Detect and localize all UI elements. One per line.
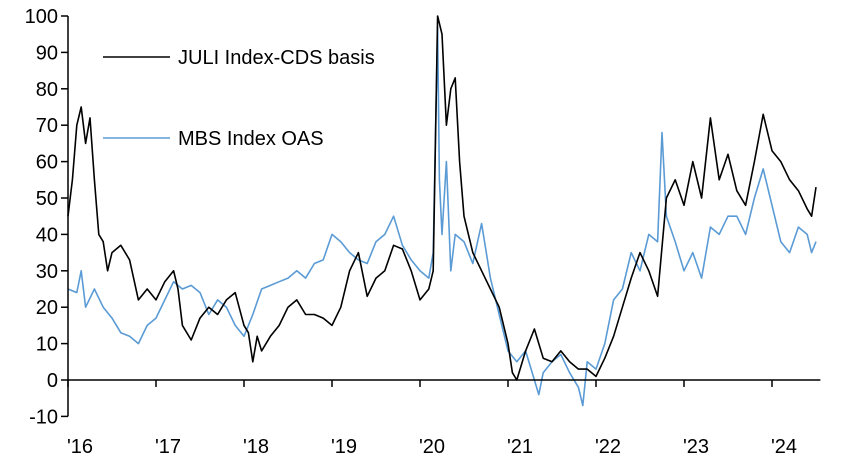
- x-tick-label: '18: [243, 436, 269, 458]
- x-tick-label: '17: [155, 436, 181, 458]
- x-tick-label: '22: [595, 436, 621, 458]
- x-tick-label: '23: [683, 436, 709, 458]
- y-tick-label: 100: [25, 6, 58, 28]
- y-tick-label: 60: [36, 152, 58, 174]
- y-tick-label: 0: [47, 370, 58, 392]
- legend-label-1: MBS Index OAS: [178, 128, 324, 150]
- series-line-1: [67, 26, 817, 407]
- y-tick-label: 10: [36, 334, 58, 356]
- y-tick-label: 30: [36, 261, 58, 283]
- y-tick-label: -10: [29, 406, 58, 428]
- y-tick-label: 80: [36, 79, 58, 101]
- legend-label-0: JULI Index-CDS basis: [178, 47, 375, 69]
- y-tick-label: 20: [36, 297, 58, 319]
- series-line-0: [67, 15, 817, 381]
- y-tick-label: 70: [36, 115, 58, 137]
- y-tick-label: 50: [36, 188, 58, 210]
- y-tick-label: 90: [36, 42, 58, 64]
- x-tick-label: '16: [67, 436, 93, 458]
- x-tick-label: '24: [771, 436, 797, 458]
- x-tick-label: '21: [507, 436, 533, 458]
- x-tick-label: '20: [419, 436, 445, 458]
- y-tick-label: 40: [36, 224, 58, 246]
- x-tick-label: '19: [331, 436, 357, 458]
